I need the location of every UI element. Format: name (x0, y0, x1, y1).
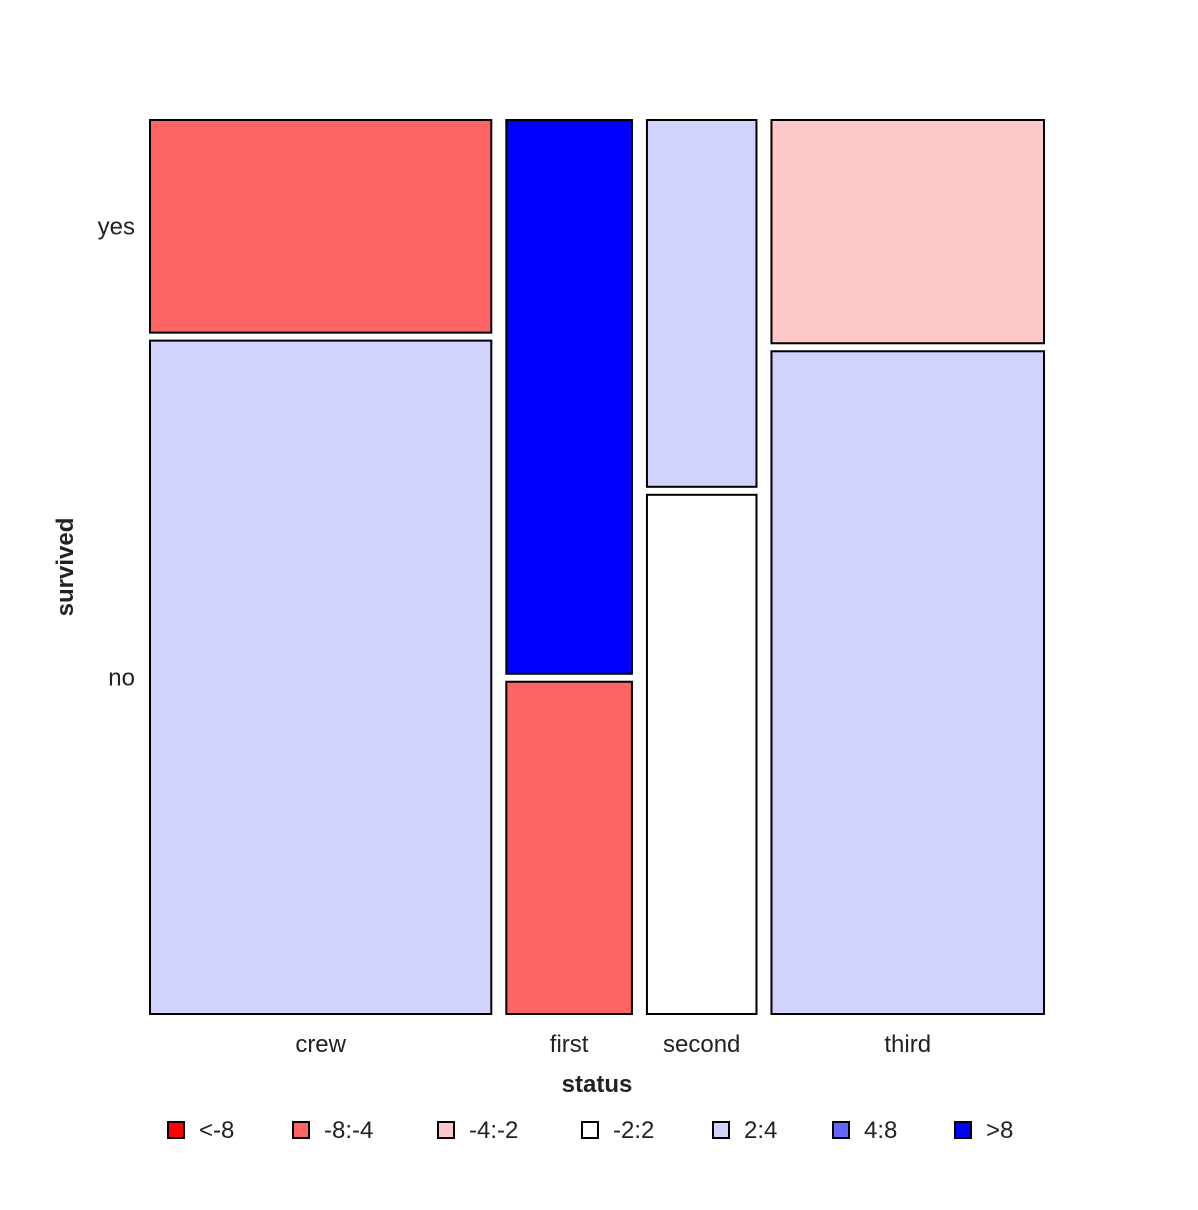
legend-label: -2:2 (613, 1117, 654, 1144)
tile-second-yes (645, 119, 758, 488)
legend-swatch (292, 1121, 310, 1139)
tile-second-no (645, 493, 758, 1015)
legend-label: 2:4 (744, 1117, 777, 1144)
y-axis-tick-labels: yes no (98, 213, 135, 691)
x-tick-first: first (550, 1031, 589, 1058)
x-axis-title: status (562, 1071, 633, 1098)
legend-swatch (581, 1121, 599, 1139)
x-tick-third: third (884, 1031, 931, 1058)
legend-label: 4:8 (864, 1117, 897, 1144)
x-axis-tick-labels: crew first second third (295, 1031, 931, 1058)
legend-swatch (954, 1121, 972, 1139)
x-tick-second: second (663, 1031, 740, 1058)
tile-crew-no (149, 339, 493, 1015)
legend-swatch (712, 1121, 730, 1139)
legend-label: -8:-4 (324, 1117, 373, 1144)
tile-crew-yes (149, 119, 493, 334)
mosaic-tiles (149, 119, 1045, 1016)
legend: <-8 -8:-4 -4:-2 -2:2 2:4 4:8 >8 (167, 1117, 1013, 1144)
legend-label: <-8 (199, 1117, 234, 1144)
legend-swatch (832, 1121, 850, 1139)
y-axis-title: survived (52, 518, 79, 617)
x-tick-crew: crew (295, 1031, 346, 1058)
tile-first-no (505, 680, 633, 1015)
tile-first-yes (505, 119, 633, 675)
y-tick-no: no (108, 664, 135, 691)
y-tick-yes: yes (98, 213, 135, 240)
legend-swatch (167, 1121, 185, 1139)
tile-third-no (770, 350, 1045, 1016)
legend-label: -4:-2 (469, 1117, 518, 1144)
legend-swatch (437, 1121, 455, 1139)
legend-label: >8 (986, 1117, 1013, 1144)
tile-third-yes (770, 119, 1045, 345)
